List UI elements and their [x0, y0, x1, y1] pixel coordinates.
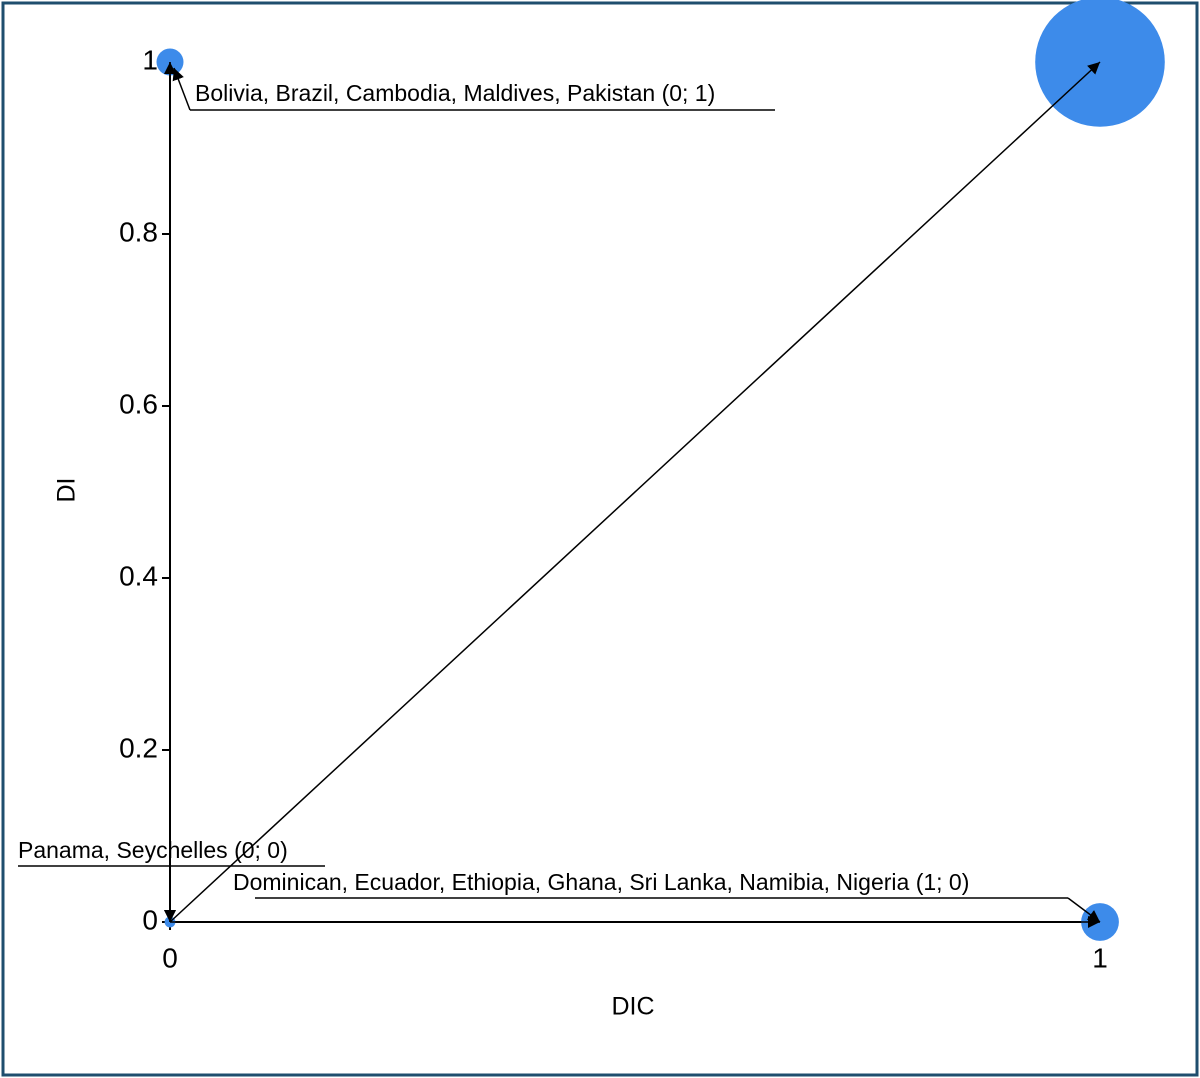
label-leader — [1067, 897, 1101, 923]
y-tick-label: 0 — [142, 904, 158, 935]
y-axis-title: DI — [53, 478, 81, 503]
point-label: Bolivia, Brazil, Cambodia, Maldives, Pak… — [195, 80, 715, 106]
x-tick-label: 0 — [162, 942, 178, 973]
bubble — [1035, 0, 1165, 127]
y-tick-label: 1 — [142, 44, 158, 75]
x-tick-label: 1 — [1092, 942, 1108, 973]
arrow — [169, 61, 1101, 923]
label-leader — [172, 67, 191, 111]
y-tick-label: 0.2 — [119, 732, 158, 763]
y-tick-label: 0.4 — [119, 560, 158, 591]
y-tick-label: 0.8 — [119, 216, 158, 247]
x-axis-title: DIC — [611, 993, 654, 1021]
point-label: Panama, Seychelles (0; 0) — [18, 837, 288, 863]
point-label: Dominican, Ecuador, Ethiopia, Ghana, Sri… — [233, 869, 969, 895]
y-tick-label: 0.6 — [119, 388, 158, 419]
